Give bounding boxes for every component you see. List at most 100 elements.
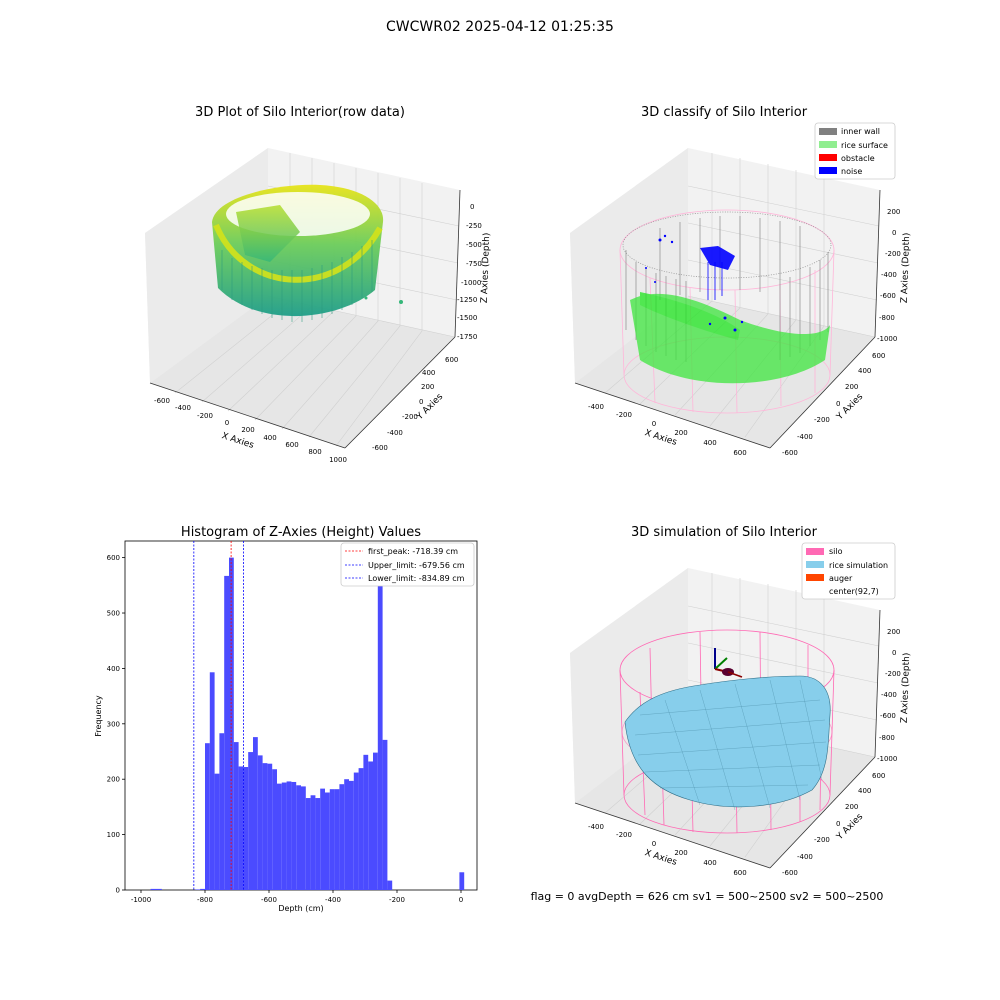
classify-gridlines (604, 153, 880, 438)
classify-xlabel: X Axies (643, 428, 678, 448)
simulation-xtick: -200 (616, 831, 632, 839)
histogram-bar (387, 880, 393, 890)
simulation-ytick: -600 (782, 869, 798, 877)
auger-y-axis (714, 657, 728, 670)
simulation-xtick: 200 (674, 849, 687, 857)
histogram-bar (344, 779, 349, 890)
raw-xtick: -200 (197, 412, 213, 420)
histogram-bar (349, 780, 354, 890)
histogram-bar (224, 575, 229, 890)
panel-classify: 3D classify of Silo Interior (570, 105, 912, 457)
histogram-bar (195, 889, 201, 890)
histogram-bar (253, 737, 258, 890)
simulation-legend: silo rice simulation auger center(92,7) (801, 542, 896, 600)
raw-xtick: 800 (308, 448, 321, 456)
histogram-ylabel: Frequency (94, 695, 103, 737)
histogram-bar (248, 752, 253, 890)
histogram-ytick-label: 400 (107, 665, 120, 673)
classify-z-axis-line (874, 189, 881, 338)
histogram-xlabel: Depth (cm) (278, 904, 323, 913)
simulation-ztick: -400 (881, 691, 897, 699)
simulation-zlabel: Z Axies (Depth) (900, 653, 912, 724)
raw-xtick: 1000 (329, 456, 347, 464)
raw-ztick: -1250 (457, 296, 477, 304)
simulation-rice-mesh (634, 679, 827, 811)
histogram-bar (320, 788, 325, 890)
legend-label-silo: silo (829, 547, 843, 556)
simulation-z-axis-line (874, 609, 881, 758)
histogram-bar (233, 742, 239, 890)
classify-xtick: 400 (703, 439, 716, 447)
classify-noise-points (645, 234, 744, 332)
raw-ytick: -200 (402, 413, 418, 421)
raw-ztick: -250 (466, 222, 482, 230)
histogram-xtick-label: -600 (261, 896, 277, 904)
histogram-legend-box (340, 542, 475, 587)
simulation-rice-surface (624, 675, 831, 808)
simulation-xtick: 400 (703, 859, 716, 867)
raw-ytick: -600 (372, 444, 388, 452)
raw-z-axis-line (454, 189, 461, 338)
classify-ytick: 400 (858, 367, 871, 375)
legend-swatch-rice-simulation (806, 561, 824, 568)
legend-label-obstacle: obstacle (841, 154, 875, 163)
legend-swatch-silo (806, 548, 824, 555)
raw-ztick: -1000 (461, 279, 481, 287)
histogram-bar (315, 798, 321, 890)
simulation-ztick: -600 (880, 712, 896, 720)
status-line: flag = 0 avgDepth = 626 cm sv1 = 500~250… (531, 890, 884, 903)
figure-title: CWCWR02 2025-04-12 01:25:35 (386, 19, 614, 35)
histogram-bar (329, 789, 335, 890)
simulation-xtick: -400 (588, 823, 604, 831)
histogram-bar (459, 872, 465, 890)
classify-rice-surface (630, 292, 830, 384)
raw-zlabel: Z Axies (Depth) (480, 233, 492, 304)
simulation-ztick: -1000 (877, 755, 897, 763)
simulation-ytick: 400 (858, 787, 871, 795)
simulation-ytick: -200 (814, 836, 830, 844)
raw-ytick: 400 (422, 369, 435, 377)
histogram-ytick-label: 0 (116, 887, 120, 895)
classify-x-ticks: -400 -200 0 200 400 600 (588, 403, 747, 457)
histogram-bar (277, 783, 282, 890)
legend-label-first-peak: first_peak: -718.39 cm (368, 547, 458, 556)
classify-y-ticks: -600 -400 -200 0 200 400 600 (782, 352, 885, 457)
classify-ztick: -400 (881, 271, 897, 279)
histogram-bar (272, 769, 277, 890)
raw-xtick: 600 (285, 441, 298, 449)
histogram-bar (238, 766, 244, 890)
histogram-ytick-label: 200 (107, 776, 120, 784)
histogram-xtick-label: -400 (325, 896, 341, 904)
histogram-bar (200, 888, 205, 890)
raw-ytick: 600 (445, 356, 458, 364)
histogram-bar (281, 782, 287, 890)
simulation-auger (714, 648, 743, 678)
classify-zlabel: Z Axies (Depth) (900, 233, 912, 304)
classify-ztick: -800 (879, 314, 895, 322)
raw-xtick: 0 (225, 419, 229, 427)
auger-shaft (727, 671, 743, 678)
simulation-ytick: 0 (836, 820, 840, 828)
classify-ytick: -400 (797, 433, 813, 441)
simulation-title: 3D simulation of Silo Interior (631, 525, 818, 540)
histogram-xtick-label: -200 (389, 896, 405, 904)
raw-point-cloud (212, 184, 403, 322)
simulation-xlabel: X Axies (643, 848, 678, 868)
raw-ztick: 0 (470, 203, 474, 211)
classify-ztick: -200 (885, 250, 901, 258)
legend-swatch-center (806, 587, 824, 594)
histogram-bar (205, 743, 210, 890)
simulation-ztick: -800 (879, 734, 895, 742)
raw-x-ticks: -600 -400 -200 0 200 400 600 800 1000 (154, 397, 347, 464)
classify-x-axis-line (574, 382, 771, 449)
raw-xtick: -600 (154, 397, 170, 405)
histogram-bar (301, 786, 306, 890)
simulation-legend-box (801, 542, 896, 600)
simulation-ytick: 200 (845, 803, 858, 811)
legend-swatch-noise (819, 167, 837, 174)
classify-z-ticks: 200 0 -200 -400 -600 -800 -1000 (877, 208, 901, 343)
histogram-y-ticks: 0 100 200 300 400 500 600 (107, 554, 125, 895)
raw-xlabel: X Axies (220, 431, 255, 451)
histogram-ytick-label: 500 (107, 610, 120, 618)
